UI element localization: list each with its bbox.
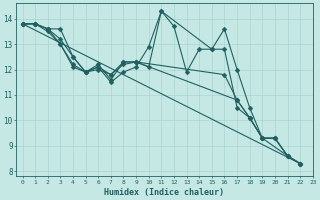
X-axis label: Humidex (Indice chaleur): Humidex (Indice chaleur) [105,188,225,197]
